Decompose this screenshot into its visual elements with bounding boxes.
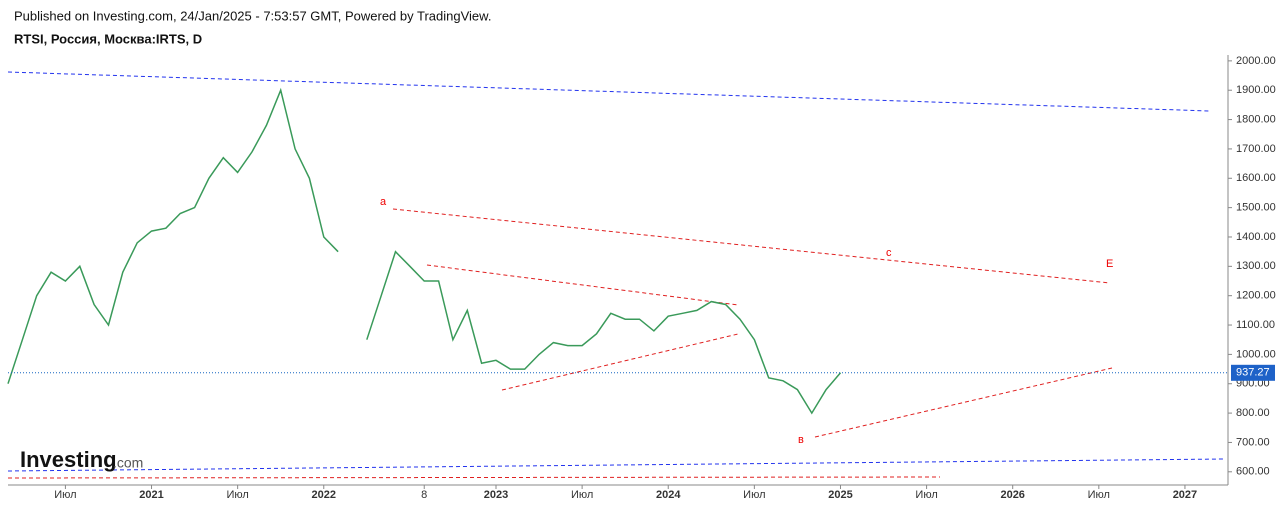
y-tick-label: 600.00 [1236, 466, 1270, 478]
y-tick-label: 700.00 [1236, 436, 1270, 448]
y-tick-label: 2000.00 [1236, 55, 1276, 67]
y-tick-label: 1600.00 [1236, 172, 1276, 184]
x-tick-label: 2023 [484, 489, 508, 501]
price-line [7, 87, 842, 415]
y-tick-label: 1500.00 [1236, 202, 1276, 214]
last-price-label: 937.27 [1236, 367, 1270, 379]
published-note: Published on Investing.com, 24/Jan/2025 … [14, 8, 491, 23]
x-tick-label: Июл [915, 489, 937, 501]
symbol-title: RTSI, Россия, Москва:IRTS, D [14, 31, 202, 46]
x-tick-label: 2026 [1000, 489, 1024, 501]
wave-label: c [886, 247, 892, 259]
logo-suffix: .com [113, 455, 143, 471]
y-tick-label: 1900.00 [1236, 84, 1276, 96]
wave-label: в [798, 434, 804, 446]
x-tick-label: Июл [54, 489, 76, 501]
y-tick-label: 1400.00 [1236, 231, 1276, 243]
y-tick-label: 1800.00 [1236, 113, 1276, 125]
y-tick-label: 1100.00 [1236, 319, 1275, 331]
y-tick-label: 1700.00 [1236, 143, 1276, 155]
wave-label: a [380, 196, 387, 208]
x-tick-label: Июл [1088, 489, 1110, 501]
x-tick-label: Июл [571, 489, 593, 501]
x-tick-label: 2024 [656, 489, 681, 501]
x-tick-label: 8 [421, 489, 427, 501]
last-price-box [1231, 364, 1275, 381]
x-tick-label: 2022 [312, 489, 336, 501]
y-tick-label: 1200.00 [1236, 290, 1276, 302]
x-tick-label: 2021 [139, 489, 163, 501]
x-tick-label: Июл [226, 489, 248, 501]
x-tick-label: 2027 [1173, 489, 1197, 501]
trend-lines [7, 71, 1226, 479]
x-tick-label: Июл [743, 489, 765, 501]
y-tick-label: 1300.00 [1236, 260, 1276, 272]
wave-label: E [1106, 258, 1113, 270]
y-tick-label: 1000.00 [1236, 348, 1276, 360]
x-tick-label: 2025 [828, 489, 852, 501]
y-tick-label: 800.00 [1236, 407, 1270, 419]
logo-brand: Investing [20, 447, 117, 472]
